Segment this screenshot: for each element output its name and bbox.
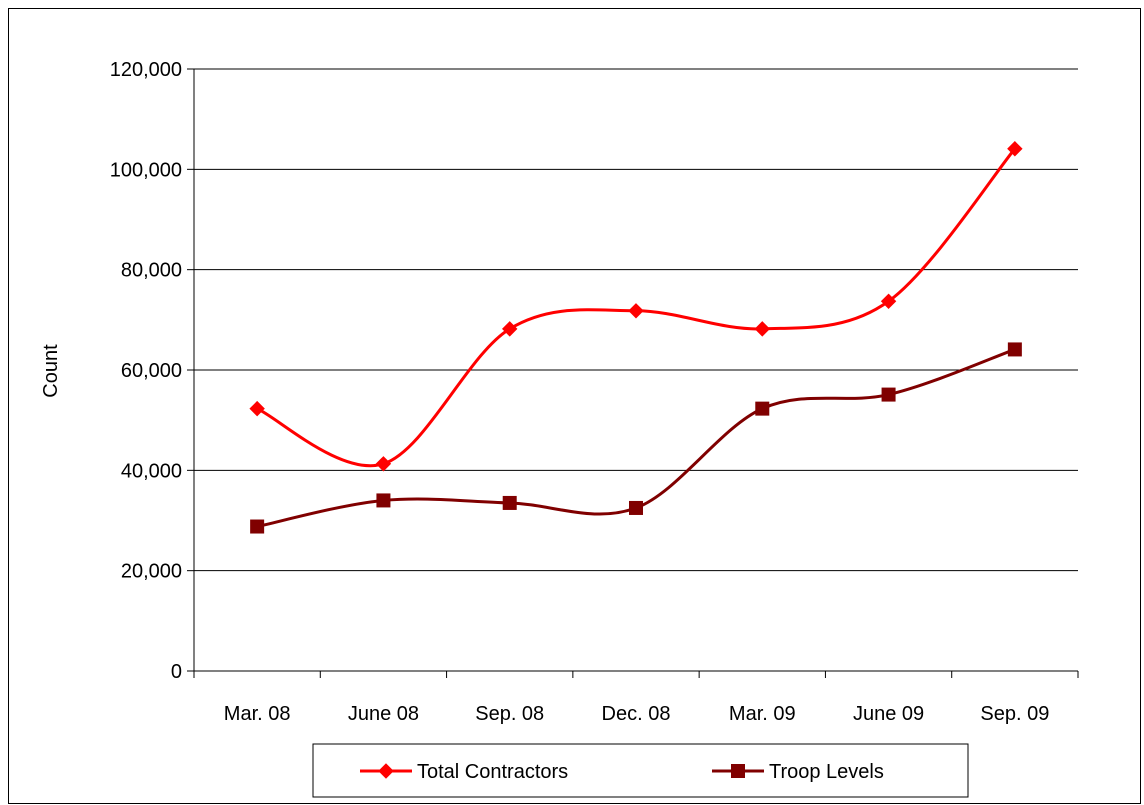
data-point-total-contractors bbox=[880, 293, 897, 309]
data-point-total-contractors bbox=[1007, 141, 1023, 157]
legend-label-troop-levels: Troop Levels bbox=[769, 761, 884, 783]
y-tick-label: 60,000 bbox=[121, 360, 182, 382]
data-point-total-contractors bbox=[249, 400, 265, 417]
x-tick-label: Sep. 08 bbox=[475, 703, 544, 725]
gridlines bbox=[194, 68, 1078, 572]
x-tick-label: Dec. 08 bbox=[602, 703, 671, 725]
legend-label-total-contractors: Total Contractors bbox=[417, 761, 568, 783]
y-tick-label: 20,000 bbox=[121, 561, 182, 583]
x-tick-label: June 08 bbox=[348, 703, 419, 725]
data-point-troop-levels bbox=[881, 387, 896, 402]
y-axis-title: Count bbox=[40, 344, 62, 398]
data-point-troop-levels bbox=[250, 519, 265, 534]
legend-item-total-contractors: Total Contractors bbox=[360, 761, 568, 783]
series-troop-levels bbox=[250, 342, 1022, 534]
series-line-troop-levels bbox=[256, 348, 1016, 528]
legend-item-troop-levels: Troop Levels bbox=[712, 761, 884, 783]
legend-box bbox=[312, 743, 969, 798]
series-total-contractors bbox=[249, 141, 1023, 472]
y-tick-label: 80,000 bbox=[121, 260, 182, 282]
x-tick-label: Sep. 09 bbox=[980, 703, 1049, 725]
y-tick-label: 0 bbox=[171, 661, 182, 683]
x-tick-label: Mar. 08 bbox=[224, 703, 291, 725]
data-point-troop-levels bbox=[376, 493, 391, 508]
legend-marker-troop-levels bbox=[731, 764, 745, 778]
x-tick-label: June 09 bbox=[853, 703, 924, 725]
data-point-total-contractors bbox=[375, 456, 392, 472]
data-point-troop-levels bbox=[1007, 342, 1022, 357]
y-tick-label: 120,000 bbox=[110, 59, 182, 81]
data-point-total-contractors bbox=[502, 321, 518, 337]
y-tick-label: 100,000 bbox=[110, 159, 182, 181]
data-point-troop-levels bbox=[629, 500, 643, 515]
series-group bbox=[249, 141, 1023, 534]
y-tick-label: 40,000 bbox=[121, 460, 182, 482]
axes: 0 20,000 40,000 60,000 80,000 100,000 120,000 M… bbox=[110, 59, 1079, 725]
data-point-total-contractors bbox=[628, 303, 644, 319]
data-point-troop-levels bbox=[502, 495, 517, 510]
x-tick-label: Mar. 09 bbox=[729, 703, 796, 725]
legend: Total Contractors Troop Levels bbox=[312, 743, 969, 798]
data-point-total-contractors bbox=[754, 321, 770, 337]
legend-marker-total-contractors bbox=[378, 763, 394, 779]
data-point-troop-levels bbox=[755, 401, 770, 416]
